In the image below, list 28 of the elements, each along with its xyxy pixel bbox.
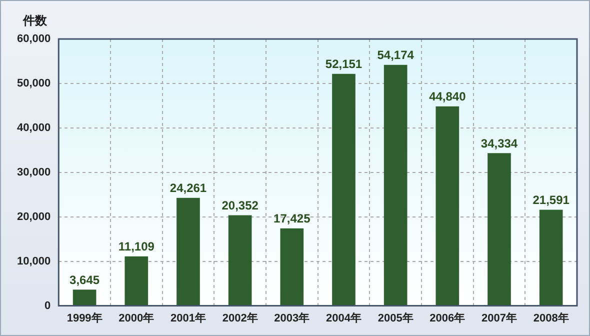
data-label: 3,645 [70,272,100,287]
data-label: 34,334 [480,136,518,150]
x-tick-label: 2002年 [222,311,258,324]
x-tick-label: 2005年 [378,311,414,324]
y-tick-label: 10,000 [16,255,51,268]
data-label: 52,151 [325,57,362,72]
data-label: 24,261 [170,181,207,196]
data-label: 21,591 [532,193,570,208]
data-label: 54,174 [377,48,414,62]
data-label: 20,352 [222,198,259,213]
y-axis-title: 件数 [22,13,48,28]
data-label: 17,425 [274,212,311,226]
x-tick-label: 2001年 [170,311,206,324]
y-tick-label: 50,000 [16,78,51,90]
x-tick-label: 2004年 [326,311,362,324]
x-tick-label: 1999年 [66,311,102,324]
x-tick-label: 2007年 [482,311,517,324]
x-tick-label: 2006年 [430,311,466,324]
y-tick-label: 30,000 [16,166,51,178]
y-tick-label: 60,000 [16,33,51,46]
y-tick-label: 40,000 [16,122,51,134]
data-label: 11,109 [118,240,155,254]
x-tick-label: 2008年 [533,311,569,324]
y-tick-label: 20,000 [16,210,51,223]
y-tick-label: 0 [44,300,51,312]
x-tick-label: 2003年 [274,311,310,324]
x-tick-label: 2000年 [118,311,154,324]
data-label: 44,840 [429,90,466,104]
